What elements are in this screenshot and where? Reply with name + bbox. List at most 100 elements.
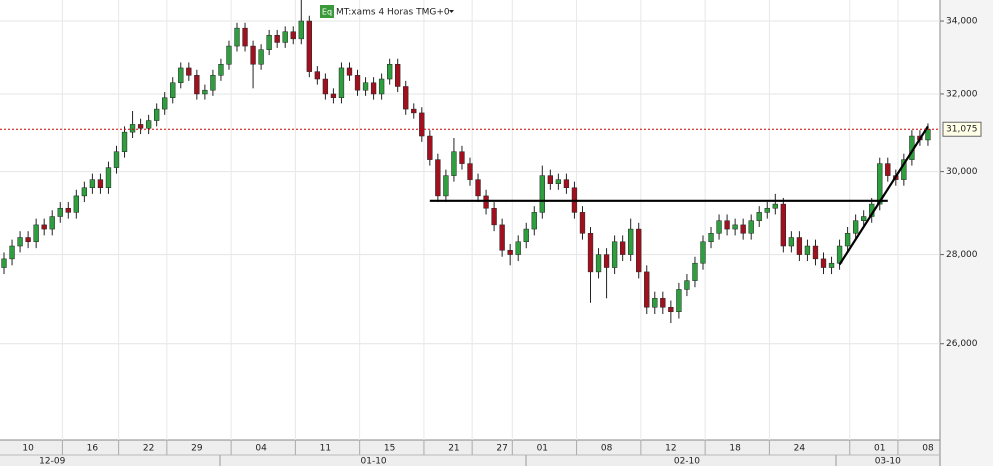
y-tick-label: 30,000	[946, 167, 978, 177]
x-tick-label: 01	[874, 444, 885, 454]
candle-body	[1, 258, 7, 268]
candle-body	[483, 195, 489, 209]
candle-body	[523, 228, 529, 243]
candle-body	[202, 89, 208, 95]
x-tick-label: 22	[143, 444, 154, 454]
candle-body	[619, 241, 626, 255]
candle-body	[145, 120, 152, 129]
candle-body	[121, 131, 128, 152]
candle-body	[844, 233, 851, 247]
candle-body	[644, 271, 650, 308]
candle-body	[419, 112, 425, 137]
candle-body	[322, 78, 329, 95]
candle-body	[403, 86, 409, 110]
icon-box	[320, 5, 334, 18]
candle-body	[587, 233, 594, 273]
candle-body	[740, 224, 746, 234]
candle-body	[194, 75, 200, 95]
month-label: 12-09	[39, 457, 65, 466]
candle-body	[154, 108, 160, 121]
candle-body	[65, 207, 71, 213]
candle-body	[451, 151, 457, 176]
candle-body	[97, 179, 104, 188]
candle-body	[467, 163, 473, 180]
price-label: 31,075	[946, 125, 978, 135]
candle-body	[33, 224, 39, 243]
candle-body	[81, 187, 88, 197]
x-tick-label: 16	[87, 444, 99, 454]
candle-body	[210, 75, 216, 91]
candle-body	[178, 67, 184, 83]
candle-body	[772, 203, 778, 209]
month-label: 01-10	[361, 457, 387, 466]
candle-body	[852, 220, 859, 234]
x-tick-label: 15	[384, 444, 395, 454]
x-tick-label: 08	[922, 444, 934, 454]
candle-body	[41, 224, 47, 230]
candle-body	[579, 212, 586, 234]
candle-body	[885, 163, 891, 176]
candle-body	[162, 97, 168, 110]
candle-body	[73, 195, 79, 213]
candle-body	[113, 151, 120, 168]
y-tick-label: 34,000	[946, 17, 978, 27]
candle-body	[595, 254, 602, 273]
candle-body	[386, 64, 393, 80]
candle-body	[306, 20, 312, 72]
candle-body	[298, 20, 304, 40]
icon-label: Eq	[322, 8, 332, 17]
candle-body	[877, 163, 883, 205]
chart-title[interactable]: MT:xams 4 Horas TMG+0	[336, 8, 450, 18]
candle-body	[756, 212, 762, 221]
y-tick-label: 32,000	[946, 89, 978, 99]
candle-body	[57, 207, 63, 217]
candle-body	[105, 167, 112, 188]
candle-body	[282, 31, 288, 43]
x-tick-label: 11	[320, 444, 331, 454]
y-tick-label: 26,000	[946, 339, 978, 349]
candle-body	[684, 280, 690, 290]
x-tick-label: 24	[794, 444, 806, 454]
candle-body	[314, 71, 321, 80]
chart-header: Eq MT:xams 4 Horas TMG+0	[320, 5, 454, 18]
candle-body	[290, 31, 296, 40]
candle-body	[780, 203, 786, 247]
x-tick-label: 08	[601, 444, 613, 454]
candle-body	[443, 175, 449, 197]
x-tick-label: 12	[665, 444, 676, 454]
candle-body	[708, 233, 714, 243]
x-tick-label: 27	[496, 444, 507, 454]
candle-body	[724, 220, 730, 230]
candle-body	[226, 45, 232, 65]
candle-body	[250, 45, 256, 65]
dropdown-arrow[interactable]	[449, 10, 454, 13]
candle-body	[274, 35, 280, 43]
candle-body	[676, 289, 682, 313]
candle-body	[796, 237, 803, 255]
candle-body	[611, 241, 618, 268]
candle-body	[362, 82, 369, 91]
candle-body	[129, 124, 136, 133]
price-label-box	[942, 121, 982, 137]
candle-body	[427, 135, 433, 160]
candle-body	[812, 245, 819, 260]
candle-body	[218, 64, 224, 76]
candle-body	[515, 241, 521, 255]
candle-body	[603, 254, 610, 268]
x-tick-label: 29	[191, 444, 203, 454]
candle-body	[17, 237, 23, 247]
candle-body	[668, 307, 674, 313]
candle-body	[258, 49, 264, 65]
candle-body	[9, 245, 15, 260]
candle-body	[539, 175, 545, 213]
candle-body	[459, 151, 465, 164]
x-axis-area	[0, 440, 940, 466]
candle-body	[547, 175, 554, 184]
candle-body	[378, 78, 385, 95]
candle-body	[652, 298, 658, 308]
candle-body	[748, 220, 754, 234]
candle-body	[531, 212, 537, 230]
candle-body	[828, 262, 835, 268]
x-tick-label: 04	[255, 444, 267, 454]
candle-body	[555, 179, 562, 184]
